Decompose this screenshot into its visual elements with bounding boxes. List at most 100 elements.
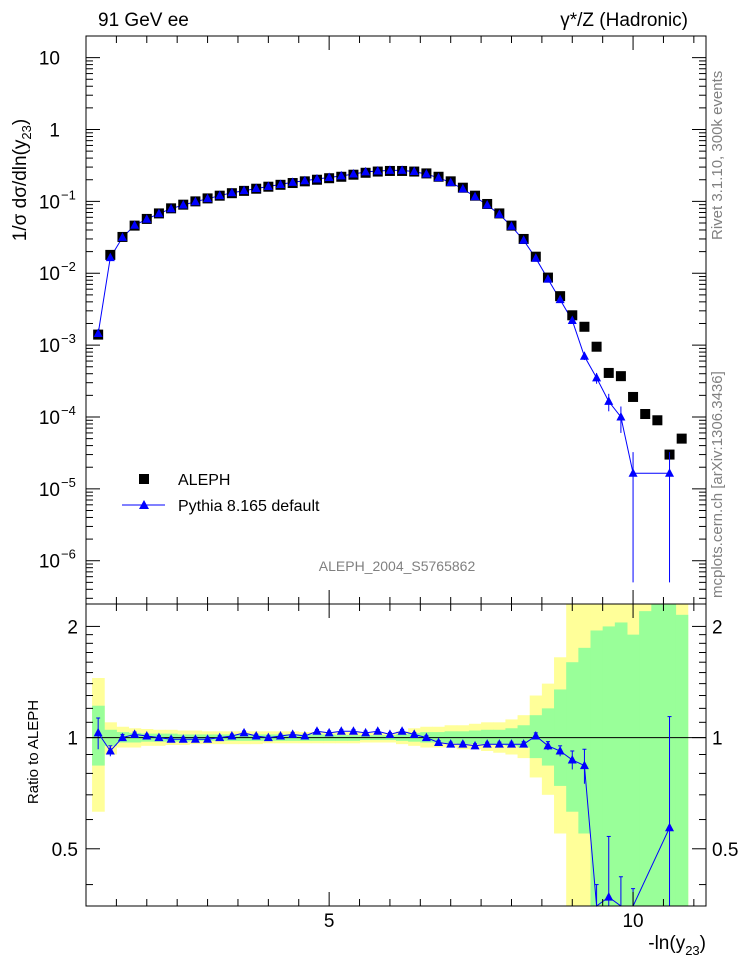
pythia-point: [373, 165, 383, 175]
pythia-point: [446, 177, 456, 187]
pythia-point: [239, 185, 249, 195]
ratio-point: [555, 745, 565, 755]
header-right: γ*/Z (Hadronic): [560, 10, 688, 31]
aleph-point: [591, 341, 602, 352]
pythia-point: [458, 183, 468, 193]
ratio-point: [93, 727, 103, 737]
ratio-point: [397, 726, 407, 735]
legend-entry-aleph: ALEPH: [139, 472, 230, 489]
pythia-point: [324, 172, 334, 181]
pythia-point: [519, 235, 529, 244]
aleph-point: [579, 321, 590, 332]
pythia-point: [385, 165, 395, 174]
legend-pythia-marker: [139, 500, 149, 509]
aleph-point: [628, 391, 639, 402]
ratio-band-green: [481, 729, 494, 745]
main-ytick-label: 10: [39, 552, 60, 573]
pythia-point: [154, 208, 164, 218]
ratio-point: [458, 739, 468, 748]
aleph-point: [615, 371, 626, 382]
pythia-point: [178, 200, 188, 209]
ratio-xtick-label: 5: [324, 911, 335, 932]
ratio-ytick-label-right: 2: [712, 617, 723, 638]
aleph-point: [567, 310, 578, 321]
pythia-line: [97, 169, 670, 474]
pythia-point: [494, 209, 504, 218]
main-ytick-label: 1: [49, 121, 60, 142]
ratio-point: [117, 732, 127, 742]
ratio-point: [506, 739, 516, 748]
pythia-point: [166, 203, 176, 213]
ratio-band-green: [639, 611, 652, 906]
pythia-point: [300, 175, 310, 185]
ratio-point: [154, 732, 164, 742]
pythia-point: [482, 200, 492, 209]
header-left: 91 GeV ee: [98, 10, 189, 31]
pythia-point: [616, 411, 626, 421]
pythia-point: [579, 351, 589, 360]
ratio-point: [361, 727, 371, 737]
main-ytick-label: 10: [39, 49, 60, 70]
ratio-point: [434, 737, 444, 746]
main-ytick-exponent: −6: [61, 547, 76, 562]
main-ylabel: 1/σ dσ/dln(y23): [10, 119, 34, 241]
ratio-band-green: [505, 728, 519, 746]
pythia-point: [531, 253, 541, 262]
main-ytick-label: 10: [39, 264, 60, 285]
ratio-band-green: [675, 614, 689, 906]
ratio-point: [166, 734, 176, 743]
pythia-point: [409, 166, 419, 176]
ratio-ytick-label-left: 2: [67, 617, 78, 638]
ratio-point: [385, 729, 395, 738]
ratio-point: [215, 732, 225, 742]
pythia-point: [397, 165, 407, 174]
pythia-point: [543, 274, 553, 283]
main-ytick-exponent: −1: [61, 187, 76, 202]
ratio-point: [324, 727, 334, 737]
pythia-point: [130, 220, 140, 229]
pythia-point: [470, 191, 480, 201]
analysis-label: ALEPH_2004_S5765862: [319, 558, 476, 574]
ratio-ytick-label-right: 1: [712, 729, 723, 750]
ratio-ytick-label-right: 0.5: [712, 840, 738, 861]
ratio-point: [470, 740, 480, 750]
ratio-point: [336, 726, 346, 735]
legend-pythia-label: Pythia 8.165 default: [178, 498, 320, 515]
pythia-point: [592, 372, 602, 382]
ratio-band-green: [626, 634, 640, 906]
pythia-point: [336, 170, 346, 180]
pythia-point: [105, 252, 115, 262]
ratio-point: [276, 731, 286, 740]
ratio-panel: 0.5 0.5 1 1 2 2 5 10 Ratio to ALEPH -ln(y23): [25, 603, 738, 958]
main-ytick-exponent: −4: [61, 403, 76, 418]
ratio-xlabel: -ln(y23): [648, 933, 706, 958]
pythia-point: [628, 468, 638, 477]
ratio-point: [105, 745, 115, 755]
aleph-point: [603, 367, 614, 378]
aleph-point: [652, 415, 663, 426]
aleph-point: [676, 433, 687, 444]
ratio-point: [409, 729, 419, 738]
ratio-band-green: [590, 630, 604, 906]
main-frame: [85, 35, 707, 605]
main-ytick-label: 10: [39, 480, 60, 501]
ratio-point: [446, 739, 456, 748]
ratio-point: [373, 726, 383, 735]
ratio-point: [288, 729, 298, 738]
pythia-point: [288, 177, 298, 186]
aleph-point: [640, 409, 651, 420]
ratio-point: [130, 729, 140, 738]
ratio-band-green: [566, 662, 579, 812]
pythia-point: [567, 315, 577, 325]
pythia-point: [203, 193, 213, 203]
ratio-point: [531, 731, 541, 740]
ratio-point: [239, 727, 249, 737]
legend-entry-pythia: Pythia 8.165 default: [122, 498, 320, 515]
ratio-point: [482, 739, 492, 748]
legend-aleph-label: ALEPH: [178, 472, 230, 489]
ratio-point: [421, 732, 431, 742]
pythia-point: [93, 328, 103, 338]
ratio-point: [203, 734, 213, 743]
